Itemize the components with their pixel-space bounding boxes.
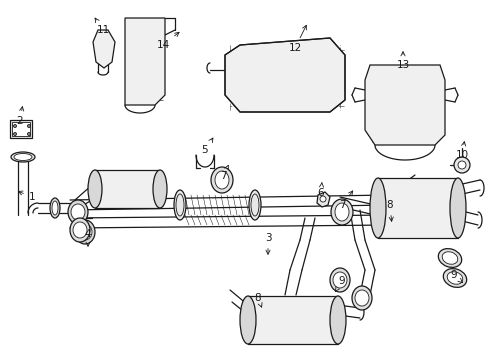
Ellipse shape <box>68 200 88 224</box>
Ellipse shape <box>447 272 462 284</box>
Circle shape <box>27 125 30 127</box>
Text: 3: 3 <box>264 233 271 254</box>
Text: 5: 5 <box>201 138 212 155</box>
Text: 10: 10 <box>454 141 468 160</box>
Bar <box>10 120 32 138</box>
Ellipse shape <box>78 224 92 240</box>
Ellipse shape <box>330 199 352 225</box>
Ellipse shape <box>449 178 465 238</box>
Ellipse shape <box>88 170 102 208</box>
Text: 13: 13 <box>396 52 409 70</box>
Ellipse shape <box>329 268 349 292</box>
Ellipse shape <box>334 203 348 221</box>
Circle shape <box>453 157 469 173</box>
Ellipse shape <box>210 167 232 193</box>
Ellipse shape <box>52 201 58 215</box>
Polygon shape <box>125 18 164 105</box>
Polygon shape <box>364 65 444 145</box>
Ellipse shape <box>70 218 90 242</box>
Ellipse shape <box>351 286 371 310</box>
Text: 7: 7 <box>219 165 228 181</box>
Polygon shape <box>93 30 115 68</box>
Ellipse shape <box>11 152 35 162</box>
Ellipse shape <box>443 269 466 287</box>
Polygon shape <box>224 38 345 112</box>
Bar <box>247 296 337 344</box>
Text: 12: 12 <box>288 25 305 53</box>
Text: 4: 4 <box>84 229 91 246</box>
Ellipse shape <box>71 204 85 220</box>
Ellipse shape <box>354 290 368 306</box>
Ellipse shape <box>369 178 385 238</box>
Ellipse shape <box>174 190 185 220</box>
Ellipse shape <box>329 296 346 344</box>
Bar <box>95 170 160 208</box>
Text: 7: 7 <box>338 191 352 210</box>
Ellipse shape <box>332 272 346 288</box>
Ellipse shape <box>240 296 256 344</box>
Ellipse shape <box>248 190 261 220</box>
Text: 9: 9 <box>450 270 462 283</box>
Text: 6: 6 <box>317 183 324 198</box>
Ellipse shape <box>73 222 87 238</box>
Ellipse shape <box>215 171 228 189</box>
Ellipse shape <box>75 220 95 244</box>
Polygon shape <box>316 192 329 207</box>
Text: 2: 2 <box>17 107 24 126</box>
Text: 11: 11 <box>95 18 109 35</box>
Bar <box>12 122 30 136</box>
Circle shape <box>14 125 17 127</box>
Bar <box>377 178 457 238</box>
Ellipse shape <box>437 249 461 267</box>
Circle shape <box>457 161 465 169</box>
Text: 1: 1 <box>19 191 35 202</box>
Circle shape <box>27 132 30 135</box>
Text: 14: 14 <box>156 32 179 50</box>
Ellipse shape <box>14 153 32 161</box>
Text: 9: 9 <box>335 276 345 291</box>
Text: 8: 8 <box>254 293 262 307</box>
Circle shape <box>14 132 17 135</box>
Circle shape <box>319 196 325 202</box>
Ellipse shape <box>441 252 457 264</box>
Ellipse shape <box>153 170 167 208</box>
Text: 8: 8 <box>386 200 392 221</box>
Ellipse shape <box>50 198 60 218</box>
